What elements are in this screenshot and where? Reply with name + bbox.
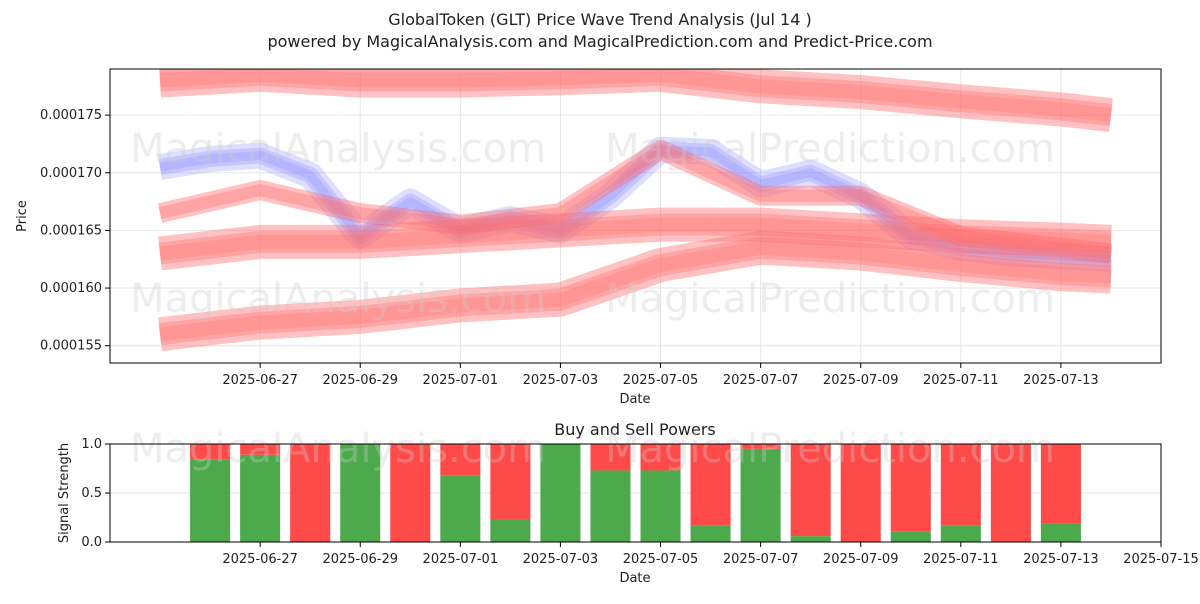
sell-bar bbox=[190, 444, 231, 460]
price-panel: MagicalAnalysis.com MagicalPrediction.co… bbox=[15, 68, 1162, 407]
watermark-prediction-top: MagicalPrediction.com bbox=[605, 126, 1055, 172]
price-wave-band-4-2 bbox=[159, 69, 1112, 123]
sell-bar bbox=[790, 444, 831, 537]
signal-panel-title: Buy and Sell Powers bbox=[554, 420, 716, 439]
buy-bar bbox=[890, 531, 931, 542]
sell-bar bbox=[390, 444, 431, 542]
sell-bar bbox=[640, 444, 681, 471]
price-wave-band-2-2 bbox=[159, 217, 1112, 261]
buy-bar bbox=[690, 525, 731, 542]
signal-panel: Buy and Sell Powers MagicalAnalysis.com … bbox=[57, 420, 1199, 586]
price-wave-band-4-1 bbox=[159, 69, 1113, 127]
sell-bar bbox=[840, 444, 881, 542]
signal-x-tick-label: 2025-07-13 bbox=[1023, 552, 1099, 567]
price-x-tick-label: 2025-07-01 bbox=[423, 373, 499, 388]
price-wave-band-0-0 bbox=[157, 136, 1112, 273]
buy-bar bbox=[740, 448, 781, 542]
sell-bar bbox=[1040, 444, 1081, 524]
signal-x-tick-label: 2025-07-11 bbox=[923, 552, 999, 567]
signal-x-ticks: 2025-06-27 2025-06-29 2025-07-01 2025-07-03… bbox=[222, 542, 1199, 567]
buy-bar bbox=[490, 519, 531, 542]
sell-bar bbox=[290, 444, 331, 542]
watermark-prediction-mid: MagicalPrediction.com bbox=[605, 276, 1055, 322]
sell-bar bbox=[490, 444, 531, 520]
price-y-tick-label: 0.000155 bbox=[40, 339, 102, 354]
signal-x-tick-label: 2025-07-15 bbox=[1123, 552, 1199, 567]
buy-bar bbox=[640, 470, 681, 542]
signal-x-tick-label: 2025-06-29 bbox=[322, 552, 398, 567]
buy-bar bbox=[340, 444, 381, 542]
price-x-tick-label: 2025-07-11 bbox=[923, 373, 999, 388]
price-bands bbox=[157, 69, 1113, 352]
price-y-tick-label: 0.000170 bbox=[40, 166, 102, 181]
price-wave-band-1-1 bbox=[158, 143, 1112, 260]
watermark-analysis-top: MagicalAnalysis.com bbox=[130, 126, 546, 172]
price-wave-band-3-2 bbox=[159, 240, 1112, 342]
buy-bar bbox=[940, 525, 981, 542]
signal-x-tick-label: 2025-06-27 bbox=[222, 552, 298, 567]
price-x-tick-label: 2025-07-13 bbox=[1023, 373, 1099, 388]
signal-x-tick-label: 2025-07-07 bbox=[723, 552, 799, 567]
signal-y-tick-label: 0.5 bbox=[81, 486, 102, 501]
signal-y-axis-label: Signal Strength bbox=[57, 443, 72, 543]
buy-bar bbox=[590, 470, 631, 542]
price-x-tick-label: 2025-07-09 bbox=[823, 373, 899, 388]
sell-bar bbox=[440, 444, 481, 476]
signal-x-axis-label: Date bbox=[619, 571, 650, 586]
price-y-ticks: 0.000155 0.000160 0.000165 0.000170 0.000175 bbox=[40, 108, 110, 354]
buy-bar bbox=[190, 459, 231, 542]
buy-bar bbox=[790, 536, 831, 542]
price-y-axis-label: Price bbox=[15, 200, 30, 232]
price-plot-frame bbox=[109, 68, 1162, 364]
buy-bar bbox=[1040, 523, 1081, 542]
price-wave-band-1-0 bbox=[157, 139, 1113, 264]
price-band-layer bbox=[157, 69, 1113, 352]
figure-subtitle: powered by MagicalAnalysis.com and Magic… bbox=[267, 32, 932, 51]
price-x-tick-label: 2025-06-27 bbox=[222, 373, 298, 388]
signal-y-tick-label: 0.0 bbox=[81, 535, 102, 550]
price-x-tick-label: 2025-06-29 bbox=[322, 373, 398, 388]
signal-bars bbox=[190, 444, 1081, 542]
figure-title: GlobalToken (GLT) Price Wave Trend Analy… bbox=[388, 10, 811, 29]
price-wave-band-3-0 bbox=[158, 230, 1112, 352]
buy-bar bbox=[240, 454, 281, 542]
price-x-tick-label: 2025-07-07 bbox=[723, 373, 799, 388]
price-wave-band-0-2 bbox=[159, 145, 1112, 264]
price-x-tick-label: 2025-07-05 bbox=[623, 373, 699, 388]
price-wave-band-2-0 bbox=[158, 207, 1112, 271]
sell-bar bbox=[240, 444, 281, 455]
signal-x-tick-label: 2025-07-01 bbox=[423, 552, 499, 567]
sell-bar bbox=[590, 444, 631, 471]
price-x-tick-label: 2025-07-03 bbox=[523, 373, 599, 388]
price-y-tick-label: 0.000160 bbox=[40, 281, 102, 296]
price-x-axis-label: Date bbox=[619, 392, 650, 407]
signal-x-tick-label: 2025-07-05 bbox=[623, 552, 699, 567]
buy-bar bbox=[440, 475, 481, 542]
price-wave-band-0-1 bbox=[158, 141, 1112, 268]
price-y-tick-label: 0.000165 bbox=[40, 223, 102, 238]
signal-x-tick-label: 2025-07-09 bbox=[823, 552, 899, 567]
price-y-tick-label: 0.000175 bbox=[40, 108, 102, 123]
price-wave-band-2-1 bbox=[158, 213, 1112, 265]
sell-bar bbox=[740, 444, 781, 449]
sell-bar bbox=[940, 444, 981, 526]
watermark-analysis-mid: MagicalAnalysis.com bbox=[130, 276, 546, 322]
price-wave-band-3-1 bbox=[158, 236, 1112, 346]
watermark-prediction-bottom: MagicalPrediction.com bbox=[605, 426, 1055, 472]
price-wave-band-4-0 bbox=[159, 69, 1113, 132]
watermark-analysis-bottom: MagicalAnalysis.com bbox=[130, 426, 546, 472]
signal-y-tick-label: 1.0 bbox=[81, 437, 102, 452]
buy-bar bbox=[540, 444, 581, 542]
signal-x-tick-label: 2025-07-03 bbox=[523, 552, 599, 567]
sell-bar bbox=[990, 444, 1031, 542]
sell-bar bbox=[690, 444, 731, 526]
price-grid bbox=[110, 69, 1161, 363]
signal-y-ticks: 0.0 0.5 1.0 bbox=[81, 437, 110, 550]
sell-bar bbox=[890, 444, 931, 532]
price-x-ticks: 2025-06-27 2025-06-29 2025-07-01 2025-07-03… bbox=[222, 363, 1099, 388]
